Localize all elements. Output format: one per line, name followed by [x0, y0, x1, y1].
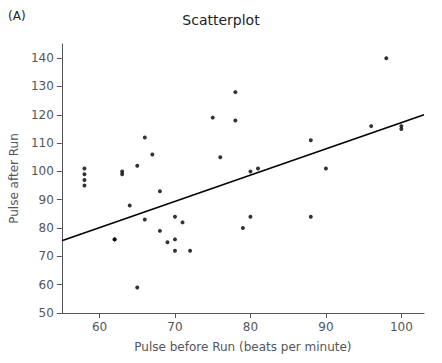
svg-text:Pulse after Run: Pulse after Run — [7, 133, 21, 224]
svg-text:80: 80 — [39, 221, 54, 235]
svg-text:(A): (A) — [8, 9, 26, 23]
svg-text:Scatterplot: Scatterplot — [182, 12, 260, 28]
svg-text:100: 100 — [31, 164, 54, 178]
svg-text:110: 110 — [31, 136, 54, 150]
svg-text:130: 130 — [31, 79, 54, 93]
svg-text:80: 80 — [243, 320, 258, 334]
svg-text:120: 120 — [31, 108, 54, 122]
svg-text:60: 60 — [39, 278, 54, 292]
svg-text:90: 90 — [318, 320, 333, 334]
svg-text:90: 90 — [39, 193, 54, 207]
svg-text:70: 70 — [167, 320, 182, 334]
svg-text:60: 60 — [92, 320, 107, 334]
svg-text:Pulse before Run (beats per mi: Pulse before Run (beats per minute) — [134, 340, 351, 354]
svg-text:140: 140 — [31, 51, 54, 65]
svg-text:70: 70 — [39, 249, 54, 263]
svg-text:50: 50 — [39, 306, 54, 320]
svg-text:100: 100 — [390, 320, 413, 334]
